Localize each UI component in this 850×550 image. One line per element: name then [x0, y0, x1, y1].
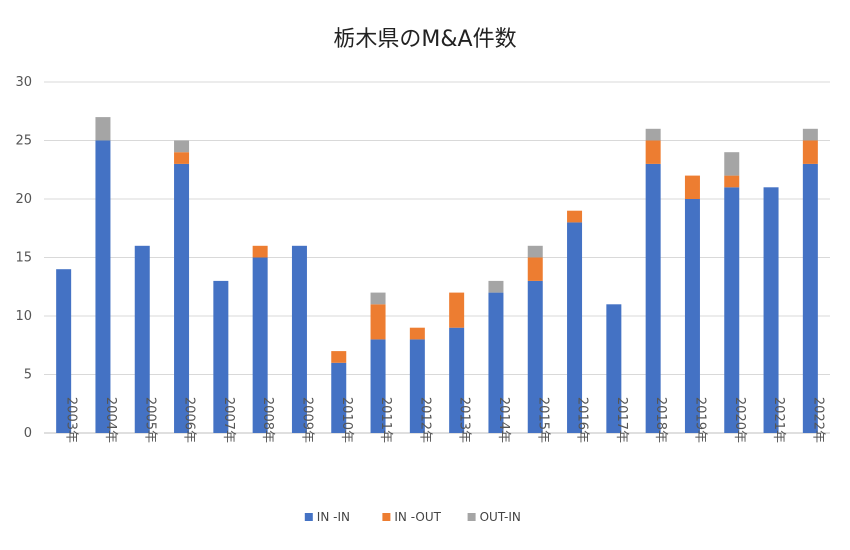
bar-in-out-2022年 [802, 140, 818, 164]
x-tick-label: 2003年 [64, 397, 79, 443]
bar-in-in-2011年 [370, 339, 386, 433]
x-tick-label: 2004年 [103, 397, 118, 443]
y-tick-label: 20 [15, 192, 32, 207]
x-tick-label: 2019年 [692, 397, 707, 443]
bar-in-out-2006年 [174, 152, 190, 164]
bar-in-in-2020年 [724, 187, 740, 433]
bar-in-in-2009年 [291, 245, 307, 433]
bar-in-out-2016年 [567, 210, 583, 223]
bar-out-in-2014年 [488, 280, 504, 293]
bar-in-in-2022年 [802, 163, 818, 433]
bar-in-in-2016年 [567, 222, 583, 433]
bar-in-in-2017年 [606, 304, 622, 433]
x-tick-label: 2022年 [810, 397, 825, 443]
bar-out-in-2020年 [724, 152, 740, 176]
legend-label: OUT-IN [480, 510, 521, 524]
x-tick-label: 2021年 [771, 397, 786, 443]
bar-in-in-2007年 [213, 280, 229, 433]
x-tick-label: 2005年 [142, 397, 157, 443]
bar-in-in-2003年 [56, 269, 72, 433]
bar-in-in-2006年 [174, 163, 190, 433]
bar-in-out-2010年 [331, 351, 347, 363]
x-tick-label: 2009年 [299, 397, 314, 443]
x-tick-label: 2006年 [182, 397, 197, 443]
bar-in-in-2018年 [645, 163, 661, 433]
x-tick-label: 2013年 [457, 397, 472, 443]
bar-in-in-2019年 [684, 199, 700, 433]
bars-group [56, 117, 818, 433]
x-tick-label: 2007年 [221, 397, 236, 443]
bar-out-in-2015年 [527, 245, 543, 258]
x-tick-label: 2011年 [378, 397, 393, 443]
bar-in-out-2015年 [527, 257, 543, 281]
axes: 0 5 10 15 20 25 30 2003年 2004年 2005年 2006年 2007年 200… [15, 75, 825, 443]
bar-in-in-2005年 [134, 245, 150, 433]
x-tick-label: 2008年 [260, 397, 275, 443]
y-tick-label: 5 [24, 368, 32, 383]
y-tick-label: 15 [15, 251, 32, 266]
bar-out-in-2004年 [95, 117, 111, 141]
x-tick-label: 2010年 [339, 397, 354, 443]
bar-in-in-2008年 [252, 257, 268, 433]
legend-swatch-in-in [304, 513, 313, 521]
y-tick-label: 30 [15, 75, 32, 90]
bar-in-out-2020年 [724, 175, 740, 188]
legend-label: IN -OUT [394, 510, 441, 524]
x-tick-label: 2015年 [535, 397, 550, 443]
bar-in-out-2011年 [370, 304, 386, 340]
chart-title: 栃木県のM&A件数 [333, 27, 516, 52]
y-tick-label: 0 [24, 426, 32, 441]
bar-in-in-2013年 [449, 327, 465, 433]
bar-in-in-2014年 [488, 292, 504, 433]
bar-in-out-2013年 [449, 292, 465, 328]
x-tick-label: 2020年 [732, 397, 747, 443]
grid-lines [44, 81, 830, 434]
legend: IN -IN IN -OUT OUT-IN [304, 510, 521, 524]
bar-out-in-2018年 [645, 128, 661, 141]
bar-out-in-2006年 [174, 140, 190, 153]
bar-in-out-2018年 [645, 140, 661, 164]
bar-in-out-2012年 [409, 327, 425, 340]
y-tick-label: 10 [15, 309, 32, 324]
y-tick-label: 25 [15, 134, 32, 149]
bar-in-in-2021年 [763, 187, 779, 433]
x-tick-label: 2016年 [575, 397, 590, 443]
x-tick-label: 2018年 [653, 397, 668, 443]
bar-in-in-2012年 [409, 339, 425, 433]
legend-label: IN -IN [317, 510, 350, 524]
bar-in-in-2004年 [95, 140, 111, 433]
legend-swatch-in-out [382, 513, 391, 521]
bar-in-in-2010年 [331, 362, 347, 433]
bar-out-in-2011年 [370, 292, 386, 305]
bar-in-out-2019年 [684, 175, 700, 199]
x-tick-label: 2012年 [417, 397, 432, 443]
x-tick-label: 2014年 [496, 397, 511, 443]
legend-swatch-out-in [467, 513, 476, 521]
bar-out-in-2022年 [802, 128, 818, 141]
bar-in-out-2008年 [252, 245, 268, 258]
bar-in-in-2015年 [527, 280, 543, 433]
x-tick-label: 2017年 [614, 397, 629, 443]
